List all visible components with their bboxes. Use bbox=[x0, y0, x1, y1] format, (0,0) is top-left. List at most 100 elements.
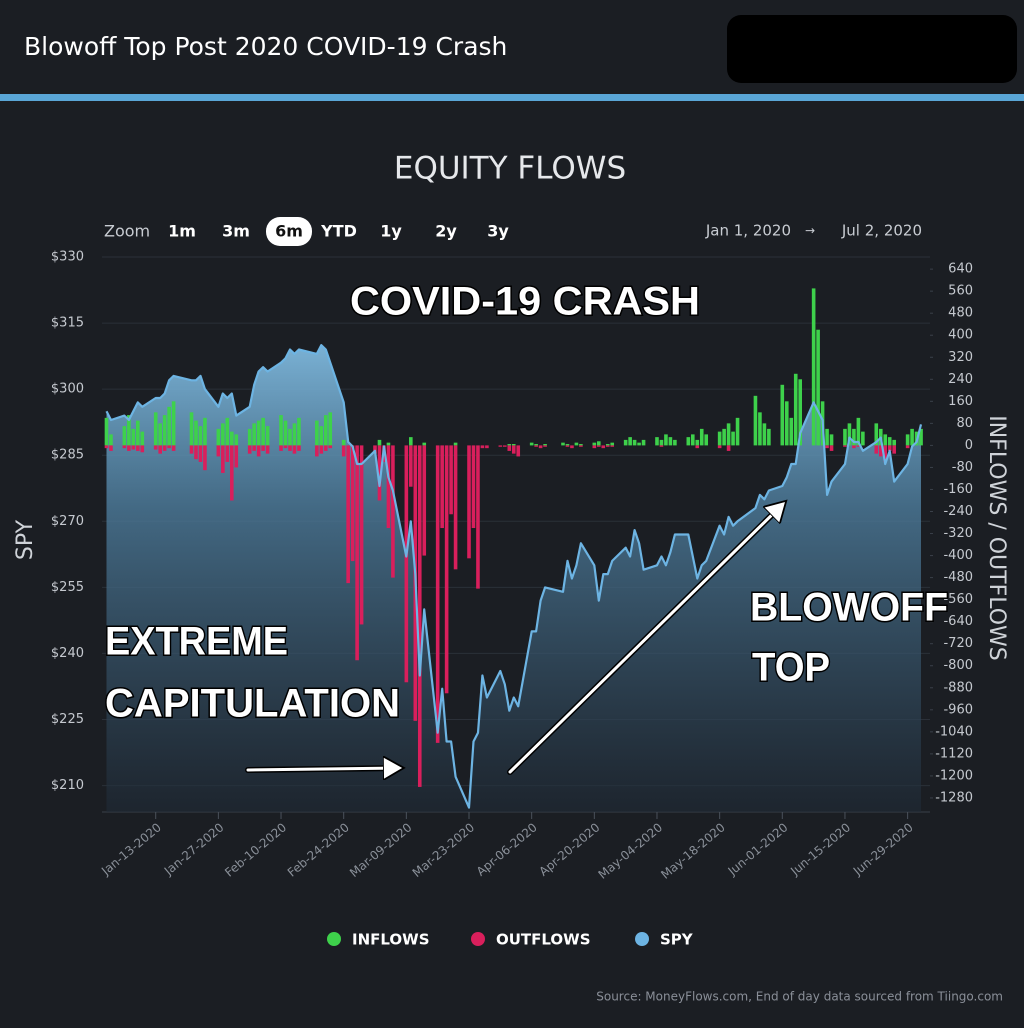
flow-bar bbox=[668, 437, 673, 446]
flow-bar bbox=[203, 417, 207, 446]
flow-bar bbox=[793, 373, 798, 446]
flow-bar bbox=[297, 417, 301, 446]
flow-bar bbox=[534, 445, 538, 447]
flow-bar bbox=[221, 445, 225, 473]
flow-bar bbox=[283, 420, 288, 446]
zoom-option[interactable]: 3m bbox=[222, 222, 250, 241]
flow-bar bbox=[162, 445, 167, 451]
flow-bar bbox=[735, 417, 740, 446]
y2-tick-label: 0 bbox=[965, 438, 973, 453]
legend-label[interactable]: OUTFLOWS bbox=[496, 931, 591, 949]
flow-bar bbox=[323, 415, 328, 446]
date-to[interactable]: Jul 2, 2020 bbox=[841, 222, 922, 240]
flow-bar bbox=[592, 445, 597, 449]
y-tick-label: $240 bbox=[51, 646, 84, 661]
flow-bar bbox=[874, 423, 879, 446]
flow-bar bbox=[315, 420, 319, 446]
flow-bar bbox=[453, 442, 458, 446]
flow-bar bbox=[341, 445, 346, 457]
flow-bar bbox=[565, 445, 570, 447]
flow-bar bbox=[189, 445, 194, 454]
legend-label[interactable]: INFLOWS bbox=[352, 931, 430, 949]
flow-bar bbox=[319, 445, 324, 454]
flow-bar bbox=[122, 426, 127, 446]
flow-bar bbox=[659, 445, 664, 447]
flow-bar bbox=[194, 445, 198, 460]
zoom-option[interactable]: 2y bbox=[435, 222, 457, 241]
flow-bar bbox=[171, 401, 176, 446]
zoom-option[interactable]: 1m bbox=[168, 222, 196, 241]
zoom-option[interactable]: YTD bbox=[320, 222, 357, 241]
flow-bar bbox=[726, 423, 731, 446]
y2-tick-label: -880 bbox=[943, 680, 973, 695]
flow-bar bbox=[391, 445, 395, 578]
flow-bar bbox=[453, 445, 458, 570]
flow-bar bbox=[480, 445, 485, 449]
flow-bar bbox=[440, 445, 444, 529]
y2-tick-label: 160 bbox=[948, 394, 973, 409]
flow-bar bbox=[574, 442, 579, 446]
flow-bar bbox=[229, 445, 234, 501]
flow-bar bbox=[843, 428, 847, 446]
flow-bar bbox=[417, 445, 422, 787]
spy-line bbox=[105, 344, 923, 809]
flow-bar bbox=[816, 329, 820, 446]
flow-bar bbox=[664, 434, 668, 446]
flow-bar bbox=[319, 426, 324, 446]
flow-bar bbox=[762, 423, 767, 446]
flow-bar bbox=[216, 445, 221, 457]
zoom-option[interactable]: 6m bbox=[275, 222, 303, 241]
flow-bar bbox=[216, 428, 221, 446]
flow-bar bbox=[753, 395, 758, 446]
y2-tick-label: 80 bbox=[956, 416, 973, 431]
flow-bar bbox=[673, 439, 677, 446]
flow-bar bbox=[874, 445, 879, 454]
flow-bar bbox=[511, 444, 516, 446]
flow-bar bbox=[467, 445, 471, 559]
flow-bar bbox=[905, 434, 910, 446]
flow-bar bbox=[534, 444, 538, 446]
flow-bar bbox=[476, 445, 480, 589]
flow-bar bbox=[852, 428, 856, 446]
flow-bar bbox=[543, 445, 547, 447]
flow-bar bbox=[538, 445, 543, 449]
flow-bar bbox=[297, 445, 301, 451]
flow-bar bbox=[127, 445, 131, 451]
flow-bar bbox=[856, 417, 861, 446]
flow-bar bbox=[610, 445, 615, 447]
date-from[interactable]: Jan 1, 2020 bbox=[705, 222, 791, 240]
y2-tick-label: -1280 bbox=[935, 790, 973, 805]
flow-bar bbox=[377, 445, 382, 501]
flow-bar bbox=[104, 445, 109, 449]
legend-dot bbox=[471, 932, 485, 946]
flow-bar bbox=[247, 445, 252, 454]
flow-bar bbox=[158, 445, 162, 454]
zoom-active-pill bbox=[266, 217, 312, 246]
y2-tick-label: -480 bbox=[943, 570, 973, 585]
page-title: Blowoff Top Post 2020 COVID-19 Crash bbox=[24, 32, 507, 61]
legend-label[interactable]: SPY bbox=[660, 931, 694, 949]
y-tick-label: $315 bbox=[51, 316, 84, 331]
flow-bar bbox=[252, 423, 256, 446]
flow-bar bbox=[292, 423, 297, 446]
flow-bar bbox=[843, 445, 847, 447]
flow-bar bbox=[104, 417, 109, 446]
annotation: BLOWOFF bbox=[750, 586, 948, 630]
flow-bar bbox=[127, 415, 131, 446]
flow-bar bbox=[910, 428, 914, 446]
flow-bar bbox=[610, 442, 615, 446]
flow-bar bbox=[198, 445, 203, 462]
flow-bar bbox=[690, 434, 695, 446]
flow-bar bbox=[261, 445, 265, 451]
flow-bar bbox=[485, 445, 489, 449]
flow-bar bbox=[234, 445, 239, 468]
flow-bar bbox=[605, 444, 610, 446]
zoom-option[interactable]: 3y bbox=[487, 222, 509, 241]
flow-bar bbox=[167, 445, 171, 449]
zoom-option[interactable]: 1y bbox=[380, 222, 402, 241]
source-note: Source: MoneyFlows.com, End of day data … bbox=[596, 990, 1003, 1004]
flow-bar bbox=[717, 431, 722, 446]
flow-bar bbox=[292, 445, 297, 454]
flow-bar bbox=[892, 445, 896, 454]
